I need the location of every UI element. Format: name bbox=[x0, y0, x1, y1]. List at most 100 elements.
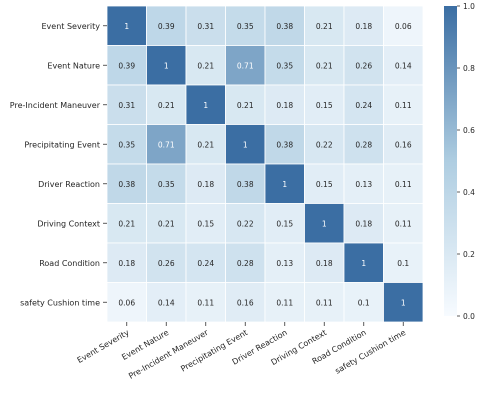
cell-value-label: 0.24 bbox=[197, 259, 214, 268]
cell-value-label: 0.31 bbox=[118, 101, 135, 110]
y-tick-label: Event Nature bbox=[47, 61, 100, 70]
heatmap-cell bbox=[146, 203, 187, 244]
cell-value-label: 0.06 bbox=[395, 22, 412, 31]
heatmap-cell bbox=[304, 45, 345, 86]
cell-value-label: 0.35 bbox=[158, 180, 175, 189]
cell-value-label: 1 bbox=[203, 101, 208, 110]
heatmap-cell bbox=[264, 242, 305, 283]
cell-value-label: 0.38 bbox=[276, 140, 293, 149]
heatmap-cell bbox=[185, 84, 226, 125]
heatmap-cell bbox=[264, 203, 305, 244]
cell-value-label: 0.22 bbox=[237, 219, 254, 228]
cell-value-label: 0.28 bbox=[355, 140, 372, 149]
heatmap-cell bbox=[383, 163, 424, 204]
cell-value-label: 0.15 bbox=[316, 180, 333, 189]
cell-value-label: 0.11 bbox=[395, 219, 412, 228]
cell-value-label: 0.39 bbox=[158, 22, 175, 31]
cell-value-label: 0.15 bbox=[316, 101, 333, 110]
colorbar-tick-label: 1.0 bbox=[463, 2, 475, 11]
cell-value-label: 0.26 bbox=[355, 61, 372, 70]
cell-value-label: 0.15 bbox=[276, 219, 293, 228]
colorbar-tick-label: 0.4 bbox=[463, 188, 475, 197]
heatmap-cell bbox=[225, 124, 266, 165]
heatmap-cell bbox=[146, 45, 187, 86]
cell-value-label: 0.31 bbox=[197, 22, 214, 31]
x-tick-label: safety Cushion time bbox=[334, 328, 408, 376]
cell-value-label: 0.21 bbox=[316, 22, 333, 31]
cell-value-label: 1 bbox=[322, 219, 327, 228]
heatmap-cell bbox=[343, 203, 384, 244]
y-tick-label: Road Condition bbox=[39, 259, 100, 268]
cell-value-label: 0.21 bbox=[237, 101, 254, 110]
heatmap-cell bbox=[185, 124, 226, 165]
cell-value-label: 0.22 bbox=[316, 140, 333, 149]
y-tick-label: safety Cushion time bbox=[20, 298, 100, 307]
colorbar: 0.0 0.2 0.4 0.6 0.8 1.0 bbox=[444, 2, 475, 321]
y-axis: Event Severity Event Nature Pre-Incident M… bbox=[10, 22, 107, 307]
heatmap-cell bbox=[264, 84, 305, 125]
cell-value-label: 0.16 bbox=[237, 298, 254, 307]
cell-value-label: 0.21 bbox=[197, 140, 214, 149]
heatmap-cell bbox=[383, 84, 424, 125]
cell-value-label: 0.11 bbox=[316, 298, 333, 307]
heatmap-cell bbox=[225, 84, 266, 125]
heatmap-cell bbox=[343, 124, 384, 165]
heatmap-cell bbox=[146, 5, 187, 46]
cell-value-label: 0.11 bbox=[395, 180, 412, 189]
colorbar-tick-label: 0.8 bbox=[463, 64, 475, 73]
heatmap-cells bbox=[106, 5, 424, 323]
cell-value-label: 0.1 bbox=[397, 259, 409, 268]
cell-value-label: 0.71 bbox=[237, 61, 254, 70]
cell-value-label: 0.18 bbox=[355, 22, 372, 31]
heatmap-cell bbox=[264, 124, 305, 165]
cell-value-label: 0.15 bbox=[197, 219, 214, 228]
cell-value-label: 0.18 bbox=[355, 219, 372, 228]
cell-value-label: 0.35 bbox=[118, 140, 135, 149]
cell-value-label: 0.24 bbox=[355, 101, 372, 110]
cell-value-label: 0.06 bbox=[118, 298, 135, 307]
heatmap-cell bbox=[304, 84, 345, 125]
cell-value-label: 0.18 bbox=[197, 180, 214, 189]
heatmap-cell bbox=[106, 242, 147, 283]
heatmap-cell bbox=[264, 163, 305, 204]
cell-value-label: 0.21 bbox=[158, 219, 175, 228]
heatmap-cell bbox=[304, 5, 345, 46]
y-tick-label: Driving Context bbox=[37, 219, 100, 228]
cell-value-label: 0.18 bbox=[276, 101, 293, 110]
heatmap-cell bbox=[225, 45, 266, 86]
y-tick-label: Pre-Incident Maneuver bbox=[10, 101, 101, 110]
colorbar-scale bbox=[444, 6, 457, 316]
heatmap-cell bbox=[383, 5, 424, 46]
heatmap-cell-labels: 1 0.39 0.31 0.35 0.38 0.21 0.18 0.06 0.39 1 0.21 0.… bbox=[118, 22, 411, 308]
heatmap-cell bbox=[343, 84, 384, 125]
heatmap-cell bbox=[185, 242, 226, 283]
heatmap-cell bbox=[383, 45, 424, 86]
heatmap-cell bbox=[185, 282, 226, 323]
heatmap-cell bbox=[146, 84, 187, 125]
heatmap-cell bbox=[225, 163, 266, 204]
cell-value-label: 0.26 bbox=[158, 259, 175, 268]
cell-value-label: 0.11 bbox=[276, 298, 293, 307]
cell-value-label: 0.13 bbox=[276, 259, 293, 268]
cell-value-label: 0.71 bbox=[158, 140, 175, 149]
cell-value-label: 0.28 bbox=[237, 259, 254, 268]
y-tick-label: Precipitating Event bbox=[24, 140, 100, 149]
colorbar-tick-label: 0.6 bbox=[463, 126, 475, 135]
colorbar-tick-label: 0.0 bbox=[463, 312, 475, 321]
cell-value-label: 0.18 bbox=[316, 259, 333, 268]
cell-value-label: 0.1 bbox=[358, 298, 370, 307]
cell-value-label: 1 bbox=[243, 140, 248, 149]
heatmap-cell bbox=[343, 242, 384, 283]
cell-value-label: 0.14 bbox=[395, 61, 412, 70]
heatmap-cell bbox=[304, 242, 345, 283]
heatmap-cell bbox=[185, 203, 226, 244]
cell-value-label: 0.13 bbox=[355, 180, 372, 189]
heatmap-cell bbox=[185, 5, 226, 46]
cell-value-label: 0.35 bbox=[237, 22, 254, 31]
y-tick-label: Driver Reaction bbox=[38, 180, 100, 189]
heatmap-cell bbox=[146, 242, 187, 283]
heatmap-cell bbox=[383, 242, 424, 283]
